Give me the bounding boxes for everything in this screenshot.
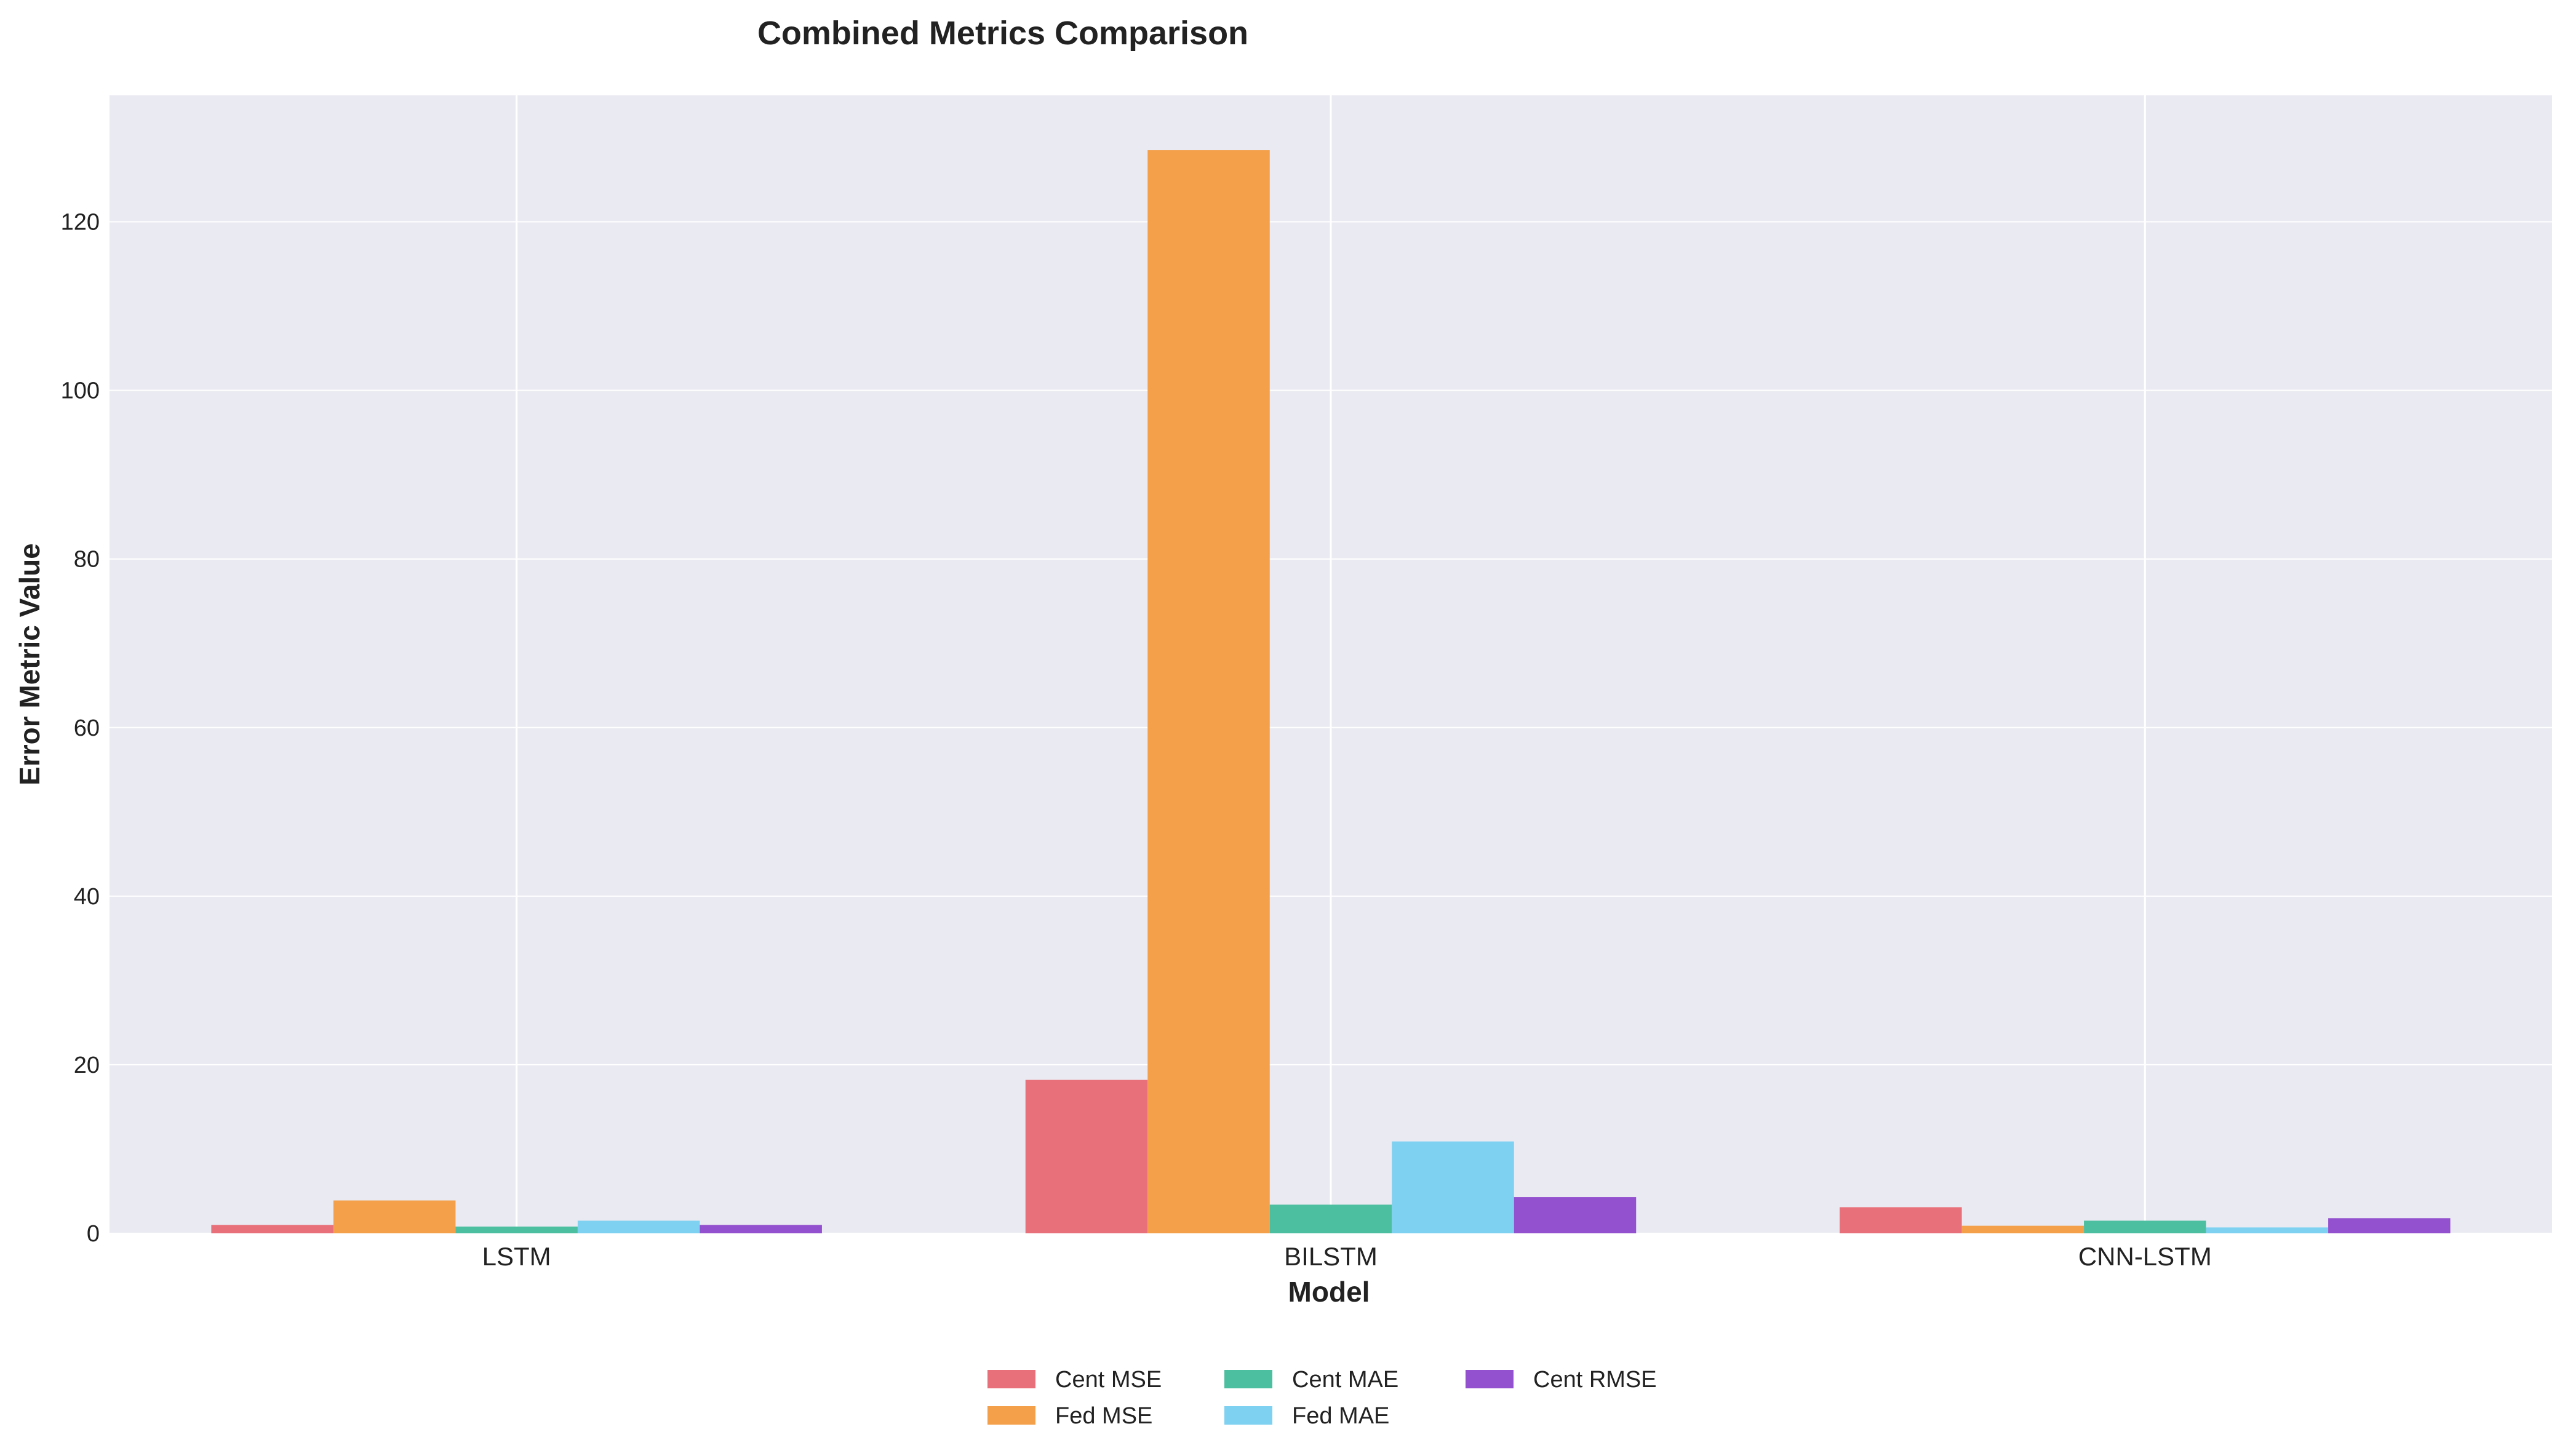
bar (1269, 1204, 1392, 1233)
y-tick-label: 40 (74, 884, 100, 910)
bar (700, 1225, 822, 1233)
chart-title: Combined Metrics Comparison (757, 15, 1248, 52)
legend-swatch (1224, 1406, 1272, 1425)
y-tick-label: 80 (74, 547, 100, 573)
bar (211, 1225, 333, 1233)
x-tick-label: LSTM (482, 1242, 551, 1271)
bar (1961, 1225, 2084, 1233)
y-axis-title: Error Metric Value (14, 543, 46, 786)
bar (1392, 1141, 1514, 1233)
bar (333, 1200, 456, 1233)
y-tick-label: 100 (61, 378, 100, 404)
grid-lines (110, 95, 2552, 1234)
y-tick-label: 20 (74, 1052, 100, 1078)
x-tick-label: BILSTM (1284, 1242, 1378, 1271)
bar (577, 1220, 700, 1233)
legend-label: Cent MAE (1292, 1367, 1398, 1393)
bar (2206, 1227, 2329, 1233)
x-axis-title: Model (1288, 1276, 1370, 1308)
legend-swatch (1466, 1370, 1514, 1388)
legend-swatch (1224, 1370, 1272, 1388)
legend-label: Cent MSE (1055, 1367, 1162, 1393)
y-axis-ticks: 0 20 40 60 80 100 120 (61, 210, 100, 1247)
x-tick-label: CNN-LSTM (2078, 1242, 2212, 1271)
legend-swatch (987, 1370, 1035, 1388)
bar (2328, 1218, 2451, 1233)
bar (1147, 150, 1270, 1233)
bars (211, 150, 2451, 1233)
legend: Cent MSE Fed MSE Cent MAE Fed MAE Cent RMSE (987, 1367, 1657, 1429)
bar (2084, 1220, 2206, 1233)
y-tick-label: 120 (61, 210, 100, 236)
legend-label: Cent RMSE (1533, 1367, 1657, 1393)
bar (1025, 1080, 1148, 1233)
y-tick-label: 0 (87, 1221, 100, 1247)
bar (1840, 1207, 1962, 1233)
legend-label: Fed MAE (1292, 1403, 1389, 1429)
x-axis-ticks: LSTM BILSTM CNN-LSTM (482, 1242, 2212, 1271)
bar (455, 1227, 578, 1233)
legend-swatch (987, 1406, 1035, 1425)
bar (1514, 1197, 1637, 1233)
y-tick-label: 60 (74, 715, 100, 741)
legend-label: Fed MSE (1055, 1403, 1152, 1429)
